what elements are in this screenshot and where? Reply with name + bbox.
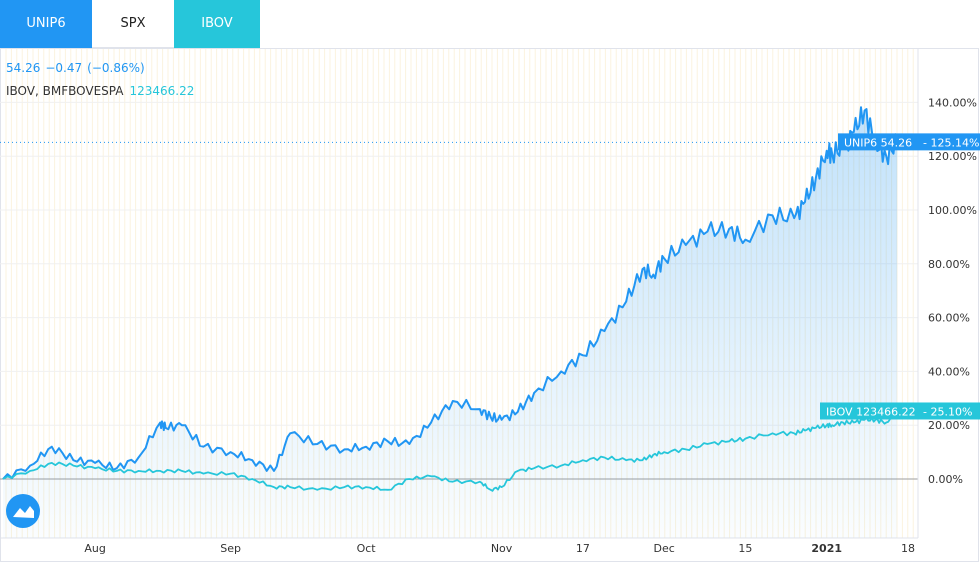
series-unip6-line[interactable] [2,106,899,480]
series-unip6-area [3,107,898,538]
ibov-pct-badge-text: - 25.10% [923,405,972,418]
x-tick-label: 2021 [811,542,842,555]
legend-ibov-value: 123466.22 [129,84,195,98]
ibov-pct-badge [918,402,980,420]
x-tick-label: 15 [738,542,752,555]
tradingview-logo-icon[interactable] [6,494,40,528]
series-ibov-line[interactable] [2,410,898,492]
x-tick-label: Sep [220,542,241,555]
unip6-pct-badge-text: - 125.14% [923,136,979,149]
y-tick-label: 100.00% [928,204,977,217]
symbol-tabs: UNIP6 SPX IBOV [0,0,260,48]
y-tick-label: 20.00% [928,419,970,432]
x-tick-label: Nov [491,542,513,555]
y-tick-label: 140.00% [928,96,977,109]
y-tick-label: 60.00% [928,312,970,325]
ibov-series-badge-text: IBOV 123466.22 [826,405,916,418]
legend-unip6-change: −0.47 [45,61,83,75]
y-tick-label: 120.00% [928,150,977,163]
legend-unip6-pct: (−0.86%) [87,61,145,75]
legend-unip6-price: 54.26 [6,61,41,75]
y-tick-label: 0.00% [928,473,963,486]
x-tick-label: 18 [901,542,915,555]
legend-ibov-name: IBOV, BMFBOVESPA [6,84,124,98]
y-tick-label: 80.00% [928,258,970,271]
x-tick-label: Oct [357,542,377,555]
x-tick-label: 17 [576,542,590,555]
unip6-pct-badge [918,133,980,151]
unip6-series-badge-text: UNIP6 54.26 [844,136,912,149]
legend-ibov: IBOV, BMFBOVESPA 123466.22 [6,84,194,98]
ibov-series-badge [820,402,918,420]
y-tick-label: 40.00% [928,365,970,378]
tab-ibov[interactable]: IBOV [174,0,260,48]
x-tick-label: Dec [653,542,674,555]
legend-unip6: 54.26 −0.47 (−0.86%) [6,61,150,75]
tab-spx[interactable]: SPX [92,0,174,48]
unip6-series-badge [838,133,918,151]
tab-unip6[interactable]: UNIP6 [0,0,92,48]
x-tick-label: Aug [84,542,105,555]
